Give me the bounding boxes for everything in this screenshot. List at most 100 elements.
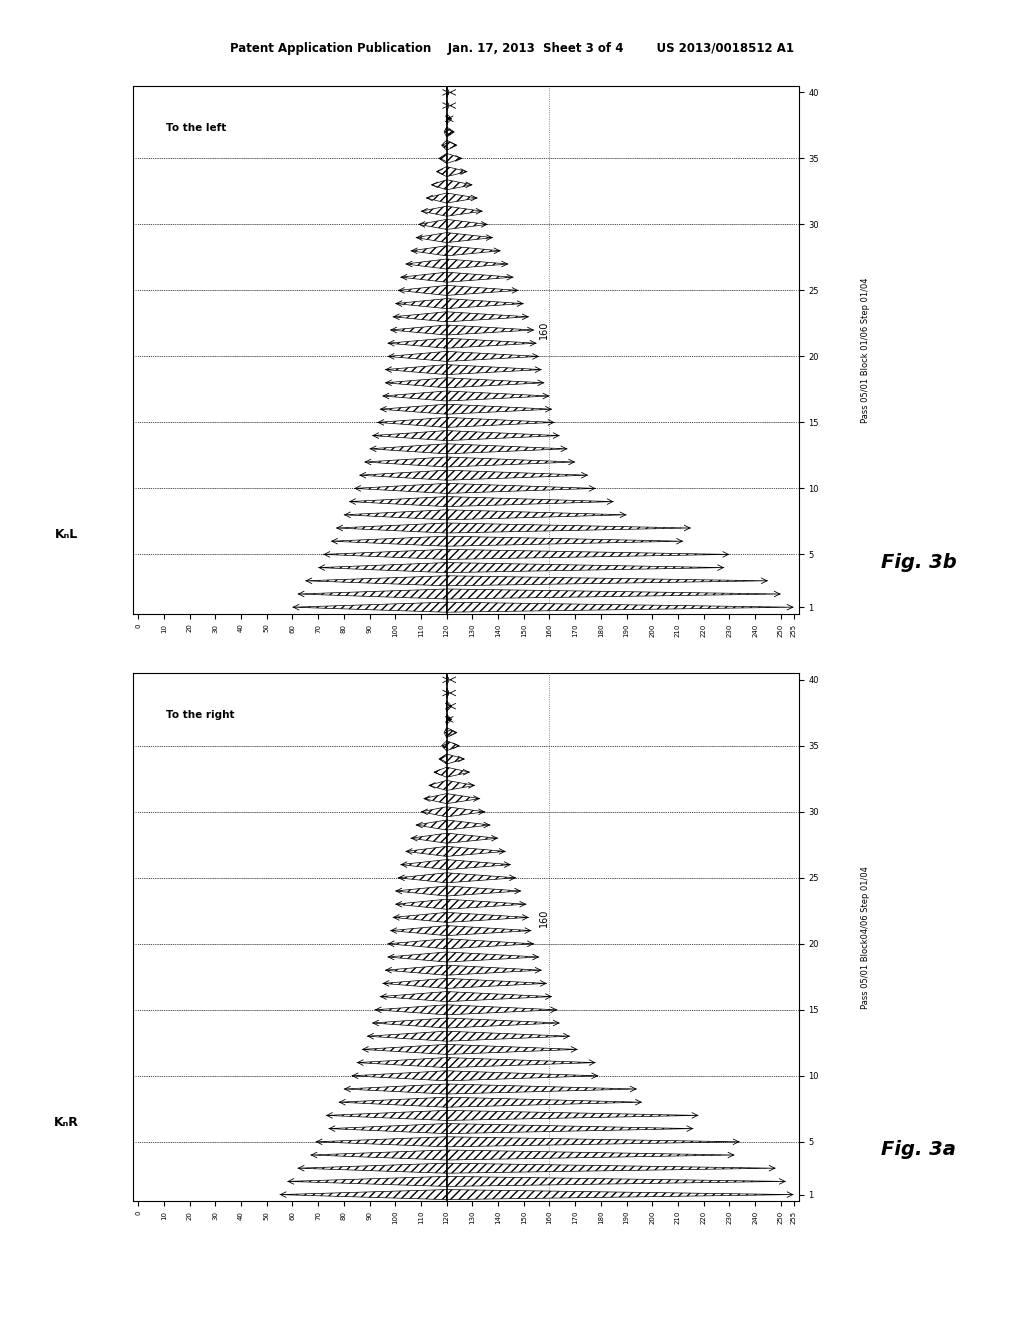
Polygon shape [446,285,518,296]
Polygon shape [446,688,450,698]
Polygon shape [446,602,794,612]
Polygon shape [365,457,446,467]
Polygon shape [385,364,446,375]
Polygon shape [356,1057,446,1068]
Polygon shape [446,939,535,949]
Polygon shape [446,925,531,936]
Text: 160: 160 [540,321,550,339]
Polygon shape [446,100,450,111]
Polygon shape [375,1005,446,1015]
Polygon shape [434,767,446,777]
Polygon shape [446,1163,775,1173]
Polygon shape [387,952,446,962]
Polygon shape [446,549,729,560]
Polygon shape [446,312,528,322]
Polygon shape [446,873,516,883]
Polygon shape [406,846,446,857]
Text: To the left: To the left [166,123,226,133]
Polygon shape [397,873,446,883]
Polygon shape [298,589,446,599]
Polygon shape [446,510,627,520]
Polygon shape [446,1057,596,1068]
Polygon shape [446,325,535,335]
Polygon shape [446,1005,557,1015]
Polygon shape [446,114,452,124]
Polygon shape [446,417,555,428]
Polygon shape [395,886,446,896]
Polygon shape [329,1123,446,1134]
Polygon shape [429,780,446,791]
Polygon shape [446,140,457,150]
Polygon shape [446,232,493,243]
Polygon shape [411,246,446,256]
Polygon shape [446,470,588,480]
Polygon shape [446,978,547,989]
Polygon shape [421,807,446,817]
Polygon shape [377,417,446,428]
Polygon shape [446,1123,693,1134]
Text: To the right: To the right [166,710,234,721]
Polygon shape [446,675,450,685]
Polygon shape [446,496,613,507]
Polygon shape [446,1031,570,1041]
Polygon shape [446,378,545,388]
Polygon shape [446,166,467,177]
Polygon shape [446,193,477,203]
Polygon shape [331,536,446,546]
Polygon shape [446,180,472,190]
Polygon shape [400,272,446,282]
Polygon shape [367,1031,446,1041]
Polygon shape [446,675,450,685]
Polygon shape [446,206,482,216]
Polygon shape [446,576,768,586]
Polygon shape [361,1044,446,1055]
Polygon shape [446,727,457,738]
Polygon shape [446,833,498,843]
Polygon shape [400,859,446,870]
Polygon shape [446,100,450,111]
Polygon shape [446,912,528,923]
Polygon shape [446,793,480,804]
Polygon shape [446,536,683,546]
Polygon shape [446,523,691,533]
Polygon shape [446,87,450,98]
Polygon shape [344,510,446,520]
Polygon shape [339,1097,446,1107]
Polygon shape [446,1071,598,1081]
Text: Fig. 3b: Fig. 3b [881,553,956,572]
Polygon shape [441,140,446,150]
Polygon shape [387,338,446,348]
Polygon shape [446,701,450,711]
Polygon shape [446,846,506,857]
Polygon shape [446,1044,578,1055]
Polygon shape [416,232,446,243]
Polygon shape [436,166,446,177]
Polygon shape [446,272,513,282]
Text: 160: 160 [540,908,550,927]
Polygon shape [446,807,485,817]
Polygon shape [372,430,446,441]
Polygon shape [326,1110,446,1121]
Polygon shape [446,391,550,401]
Polygon shape [406,259,446,269]
Polygon shape [446,886,521,896]
Polygon shape [446,219,487,230]
Polygon shape [446,899,526,909]
Polygon shape [446,741,460,751]
Polygon shape [446,483,596,494]
Polygon shape [324,549,446,560]
Polygon shape [446,754,465,764]
Polygon shape [392,312,446,322]
Polygon shape [351,1071,446,1081]
Polygon shape [446,562,724,573]
Polygon shape [380,404,446,414]
Polygon shape [392,912,446,923]
Polygon shape [444,727,446,738]
Polygon shape [446,430,560,441]
Polygon shape [446,444,567,454]
Polygon shape [446,780,475,791]
Text: Patent Application Publication    Jan. 17, 2013  Sheet 3 of 4        US 2013/001: Patent Application Publication Jan. 17, … [230,42,794,55]
Polygon shape [439,754,446,764]
Text: Pass 05/01 Block 01/06 Step 01/04: Pass 05/01 Block 01/06 Step 01/04 [861,277,869,422]
Polygon shape [390,925,446,936]
